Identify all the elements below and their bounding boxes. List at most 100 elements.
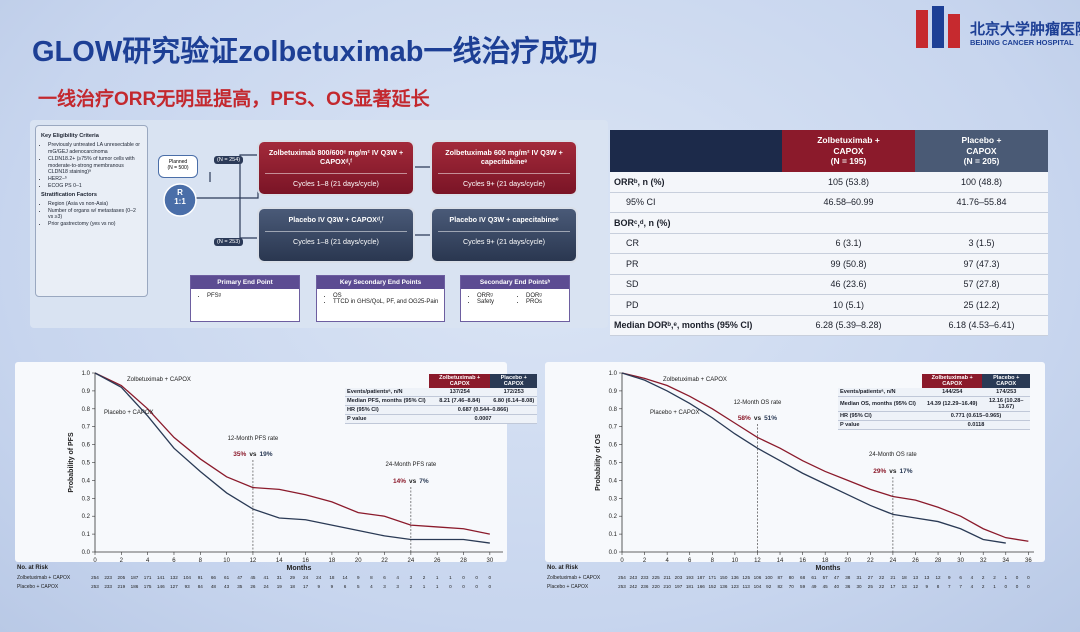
stats-cell: P value [345,414,429,424]
header-cell: Zolbetuximab + CAPOX (N = 195) [782,130,915,172]
at-risk-count: 127 [170,584,178,589]
at-risk-count: 31 [856,575,862,580]
at-risk-count: 0 [462,575,465,580]
arm-box: Zolbetuximab 800/600ᶜ mg/m² IV Q3W + CAP… [257,140,415,196]
table-row: Median DORᵇ,ᵉ, months (95% CI) 6.28 (5.39… [610,315,1048,336]
stats-cell [838,374,922,388]
at-risk-count: 4 [396,575,399,580]
header-line: (N = 195) [830,156,867,167]
y-tick-label: 0.0 [609,550,618,556]
row-label: CR [610,233,782,254]
at-risk-title: No. at Risk [547,565,579,571]
at-risk-count: 61 [811,575,817,580]
at-risk-count: 48 [211,584,217,589]
logo-icon [916,6,960,48]
at-risk-count: 66 [211,575,217,580]
endpoint-item: TTCD in GHS/QoL, PF, and OG25-Pain [333,299,444,305]
x-tick-label: 24 [890,558,897,564]
at-risk-count: 17 [303,584,309,589]
y-tick-label: 0.7 [82,425,91,431]
endpoint-title: Primary End Point [191,276,299,289]
at-risk-count: 123 [731,584,739,589]
at-risk-count: 253 [91,584,99,589]
at-risk-count: 4 [971,575,974,580]
at-risk-count: 2 [423,575,426,580]
arm-box: Placebo IV Q3W + capecitabineᵉ Cycles 9+ … [430,207,578,263]
arm-title: Zolbetuximab 600 mg/m² IV Q3W + capecita… [445,148,563,166]
at-risk-count: 132 [170,575,178,580]
at-risk-count: 80 [789,575,795,580]
x-tick-label: 36 [1025,558,1032,564]
random-circle [163,183,197,217]
at-risk-count: 197 [675,584,683,589]
planned-label: Planned [168,159,188,165]
axis [94,373,503,553]
x-axis-label: Months [816,565,841,572]
at-risk-count: 87 [777,575,783,580]
y-tick-label: 0.6 [82,443,91,449]
at-risk-count: 211 [663,575,671,580]
random-ratio: 1:1 [174,196,186,206]
row-label: ORRᵇ, n (%) [610,172,782,193]
at-risk-count: 70 [789,584,795,589]
logo-bar [948,14,960,48]
landmark-rates: 29% vs 17% [873,468,912,475]
row-label: PR [610,253,782,275]
at-risk-count: 30 [856,584,862,589]
x-tick-label: 26 [434,558,441,564]
x-tick-label: 22 [381,558,388,564]
landmark-rates: 35% vs 19% [233,451,272,458]
at-risk-count: 13 [913,575,919,580]
arm-title: Placebo IV Q3W + capecitabineᵉ [449,215,559,224]
at-risk-count: 171 [144,575,152,580]
eligibility-box: Key Eligibility Criteria Previously untr… [35,125,148,297]
strat-title: Stratification Factors [41,191,97,198]
at-risk-count: 0 [1016,575,1019,580]
at-risk-count: 175 [144,584,152,589]
at-risk-count: 18 [902,575,908,580]
at-risk-count: 45 [823,584,829,589]
at-risk-count: 113 [743,584,751,589]
at-risk-count: 2 [993,575,996,580]
at-risk-count: 9 [925,584,928,589]
stats-cell: 174/253 [982,388,1030,397]
km-curve [621,372,1006,544]
at-risk-count: 0 [1027,575,1030,580]
series-label: Placebo + CAPOX [650,410,700,416]
at-risk-count: 59 [800,584,806,589]
stats-cell: HR (95% CI) [345,405,429,415]
y-tick-label: 0.4 [609,478,618,484]
x-tick-label: 8 [199,558,203,564]
y-tick-label: 0.2 [609,514,618,520]
y-tick-label: 0.9 [82,389,91,395]
endpoint-box: Secondary End Pointsʰ ORRᵍSafety DORᵍPROs [460,275,570,322]
at-risk-count: 104 [183,575,191,580]
y-axis-label: Probability of OS [595,434,602,491]
y-tick-label: 0.8 [82,407,91,413]
stats-cell: 0.687 (0.544–0.866) [429,405,537,415]
stats-cell: 14.39 (12.29–16.49) [922,396,983,412]
logo-bar [916,10,928,48]
at-risk-count: 136 [720,584,728,589]
x-tick-label: 28 [935,558,942,564]
at-risk-count: 9 [357,575,360,580]
at-risk-count: 7 [959,584,962,589]
at-risk-count: 47 [834,575,840,580]
strat-item: Number of organs w/ metastases (0–2 vs ≥… [48,208,142,222]
endpoint-list: PFSᵍ [191,293,299,299]
rate-sep: vs [249,451,257,458]
stats-header-cell: Zolbetuximab + CAPOX [429,374,491,388]
at-risk-count: 3 [410,575,413,580]
at-risk-count: 254 [91,575,99,580]
at-risk-title: No. at Risk [17,565,49,571]
at-risk-count: 5 [357,584,360,589]
x-tick-label: 14 [777,558,784,564]
at-risk-count: 0 [449,584,452,589]
at-risk-name: Zolbetuximab + CAPOX [547,575,601,581]
stats-cell: 144/254 [922,388,983,397]
stats-cell: Median PFS, months (95% CI) [345,396,429,406]
diagram-lines [163,154,430,239]
at-risk-count: 9 [317,584,320,589]
at-risk-count: 152 [708,584,716,589]
rate: 14% [393,478,406,485]
